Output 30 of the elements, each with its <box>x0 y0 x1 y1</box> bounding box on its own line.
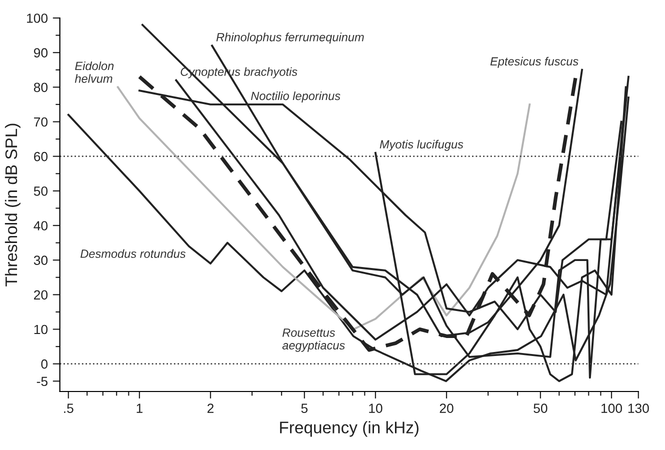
series-label: Noctilio leporinus <box>251 91 340 102</box>
series-label: Rousettus aegyptiacus <box>282 328 345 352</box>
series-label: Eidolon helvum <box>74 61 114 83</box>
x-tick-label: .5 <box>64 404 74 413</box>
x-tick-label: 5 <box>301 404 308 413</box>
y-tick-label: 40 <box>34 221 48 230</box>
y-tick-label: 10 <box>34 324 48 334</box>
y-tick-label: 80 <box>34 82 48 92</box>
y-tick-label: 70 <box>34 117 48 127</box>
y-tick-label: -5 <box>36 376 48 386</box>
y-tick-label: 20 <box>34 290 48 300</box>
x-tick-label: 10 <box>369 404 382 413</box>
x-tick-label: 100 <box>602 404 622 413</box>
x-tick-label: 1 <box>136 404 142 413</box>
x-tick-label: 2 <box>207 404 214 413</box>
x-axis-title: Frequency (in kHz) <box>280 421 418 437</box>
x-tick-label: 50 <box>534 404 548 413</box>
series-label: Rhinolophus ferrumequinum <box>216 32 364 44</box>
series-label: Desmodus rotundus <box>80 249 186 258</box>
series-label: Eptesicus fuscus <box>490 56 578 68</box>
y-tick-label: 100 <box>27 14 48 23</box>
y-tick-label: 30 <box>34 256 48 265</box>
x-tick-label: 130 <box>628 404 649 413</box>
y-tick-label: 0 <box>41 359 48 369</box>
y-tick-label: 90 <box>34 48 48 58</box>
series-label: Myotis lucifugus <box>380 140 464 151</box>
y-tick-label: 50 <box>34 186 48 196</box>
y-axis-title: Threshold (in dB SPL) <box>4 124 20 286</box>
y-tick-label: 60 <box>34 152 48 162</box>
x-tick-label: 20 <box>440 404 454 413</box>
